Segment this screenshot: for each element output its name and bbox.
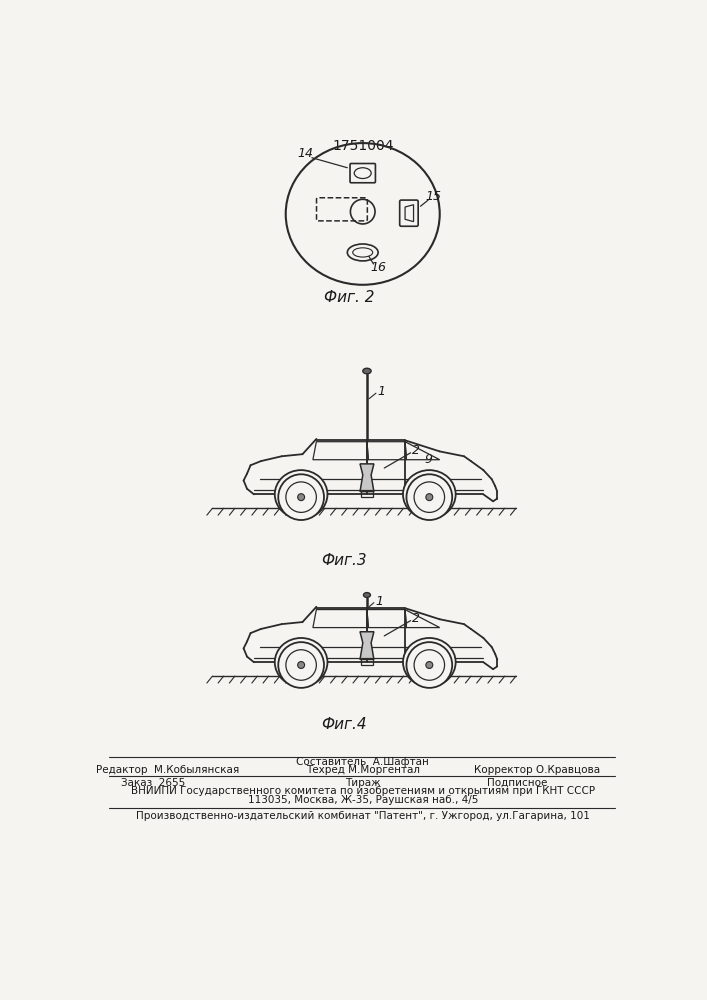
Ellipse shape bbox=[403, 638, 455, 686]
Ellipse shape bbox=[298, 662, 305, 668]
Text: ВНИИПИ Государственного комитета по изобретениям и открытиям при ГКНТ СССР: ВНИИПИ Государственного комитета по изоб… bbox=[131, 786, 595, 796]
Text: Производственно-издательский комбинат "Патент", г. Ужгород, ул.Гагарина, 101: Производственно-издательский комбинат "П… bbox=[136, 811, 590, 821]
Ellipse shape bbox=[279, 642, 324, 688]
Ellipse shape bbox=[275, 470, 327, 519]
Ellipse shape bbox=[275, 638, 327, 686]
Text: Подписное: Подписное bbox=[487, 778, 548, 788]
Ellipse shape bbox=[363, 593, 370, 597]
Text: 16: 16 bbox=[370, 261, 386, 274]
Text: 1: 1 bbox=[378, 385, 385, 398]
Polygon shape bbox=[360, 464, 374, 492]
Ellipse shape bbox=[407, 474, 452, 520]
Ellipse shape bbox=[407, 642, 452, 688]
Text: 14: 14 bbox=[297, 147, 313, 160]
Text: Фиг.4: Фиг.4 bbox=[322, 717, 367, 732]
Ellipse shape bbox=[426, 494, 433, 501]
Text: Корректор О.Кравцова: Корректор О.Кравцова bbox=[474, 765, 600, 775]
Ellipse shape bbox=[298, 494, 305, 501]
Text: 15: 15 bbox=[426, 190, 442, 204]
Ellipse shape bbox=[403, 470, 455, 519]
Text: Составитель  А.Шафтан: Составитель А.Шафтан bbox=[296, 757, 429, 767]
Text: Фиг.3: Фиг.3 bbox=[322, 553, 367, 568]
Ellipse shape bbox=[363, 368, 371, 374]
Text: Техред М.Моргентал: Техред М.Моргентал bbox=[305, 765, 420, 775]
Text: 2: 2 bbox=[412, 612, 420, 625]
Text: 113035, Москва, Ж-35, Раушская наб., 4/5: 113035, Москва, Ж-35, Раушская наб., 4/5 bbox=[247, 795, 478, 805]
Ellipse shape bbox=[279, 474, 324, 520]
Text: Заказ  2655: Заказ 2655 bbox=[121, 778, 185, 788]
Text: 1751004: 1751004 bbox=[332, 139, 394, 153]
Text: 9: 9 bbox=[424, 453, 433, 466]
Text: Тираж: Тираж bbox=[345, 778, 380, 788]
Text: Редактор  М.Кобылянская: Редактор М.Кобылянская bbox=[95, 765, 239, 775]
Text: 1: 1 bbox=[375, 595, 383, 608]
Ellipse shape bbox=[426, 662, 433, 668]
Text: Фиг. 2: Фиг. 2 bbox=[324, 290, 374, 305]
Polygon shape bbox=[360, 632, 374, 659]
Text: 2: 2 bbox=[412, 444, 420, 457]
